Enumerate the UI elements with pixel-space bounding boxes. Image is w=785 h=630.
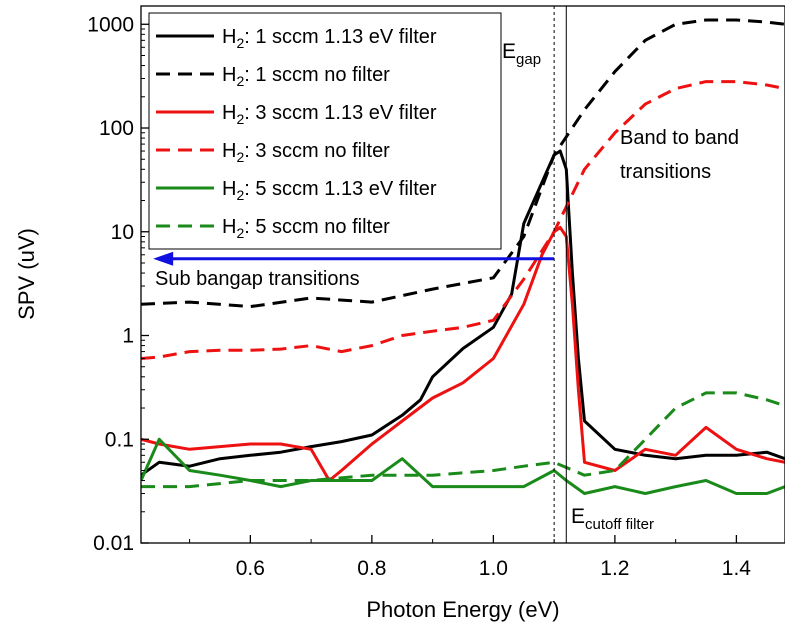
series-line-4 — [141, 80, 785, 360]
vline-layer — [553, 6, 567, 543]
x-tick-label: 0.8 — [357, 557, 386, 580]
series-line-6 — [141, 391, 785, 489]
legend-label-6: H2: 5 sccm no filter — [222, 216, 390, 241]
legend-label-2: H2: 1 sccm no filter — [222, 64, 390, 89]
arrow-layer — [153, 251, 555, 266]
ecutoff-label: Ecutoff filter — [571, 505, 654, 533]
legend-label-5: H2: 5 sccm 1.13 eV filter — [222, 178, 437, 203]
x-tick-label: 1.0 — [479, 557, 508, 580]
series-line-2 — [141, 18, 785, 309]
legend: H2: 1 sccm 1.13 eV filter H2: 1 sccm no f… — [148, 12, 502, 250]
arrow-head — [153, 251, 174, 266]
legend-label-1: H2: 1 sccm 1.13 eV filter — [222, 26, 437, 51]
band-to-band-label-line1: Band to band — [620, 127, 739, 149]
egap-label: Egap — [502, 40, 541, 68]
x-tick-label: 1.2 — [600, 557, 629, 580]
y-tick-label: 1 — [122, 325, 134, 348]
band-to-band-label-line2: transitions — [620, 161, 711, 183]
y-axis-label: SPV (uV) — [14, 228, 39, 320]
y-tick-label: 10 — [111, 221, 134, 244]
series-line-5 — [141, 437, 785, 495]
legend-label-3: H2: 3 sccm 1.13 eV filter — [222, 102, 437, 127]
legend-label-4: H2: 3 sccm no filter — [222, 140, 390, 165]
y-axis: 0.01 0.1 1 10 100 1000 — [87, 13, 149, 555]
sub-bangap-label: Sub bangap transitions — [155, 268, 360, 290]
y-tick-label: 0.1 — [105, 428, 134, 451]
y-tick-label: 1000 — [87, 13, 134, 36]
x-tick-label: 0.6 — [236, 557, 265, 580]
x-tick-label: 1.4 — [722, 557, 752, 580]
y-tick-label: 100 — [99, 117, 134, 140]
x-axis: 0.6 0.8 1.0 1.2 1.4 — [189, 535, 752, 580]
x-axis-label: Photon Energy (eV) — [366, 597, 559, 622]
legend-box — [148, 12, 502, 250]
y-tick-label: 0.01 — [93, 532, 134, 555]
plot-frame — [140, 5, 785, 544]
series-line-3 — [141, 226, 785, 482]
